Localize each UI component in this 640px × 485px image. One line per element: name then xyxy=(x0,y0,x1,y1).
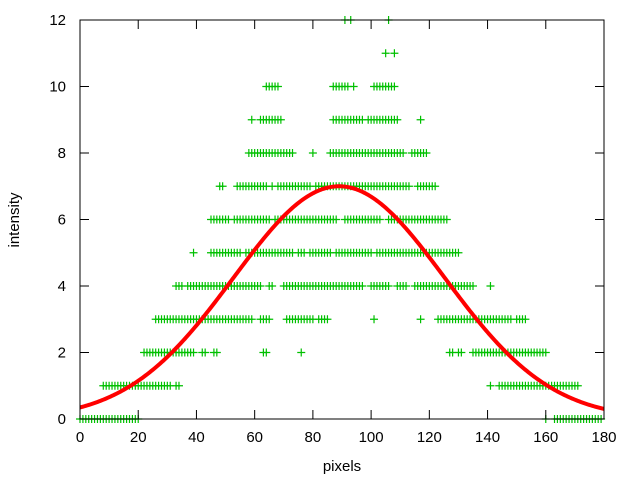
data-point xyxy=(431,182,440,191)
data-point xyxy=(201,348,210,357)
data-point xyxy=(247,315,256,324)
data-point xyxy=(390,82,399,91)
data-point xyxy=(442,215,451,224)
y-tick-label: 10 xyxy=(49,79,66,96)
data-point xyxy=(297,348,306,357)
fit-curve-group xyxy=(79,184,605,411)
y-tick-label: 6 xyxy=(58,212,66,229)
x-tick-label: 140 xyxy=(475,429,500,446)
data-point xyxy=(402,282,411,290)
y-tick-label: 0 xyxy=(58,411,66,428)
x-tick-label: 0 xyxy=(76,429,84,446)
data-point xyxy=(212,348,221,357)
x-tick-label: 160 xyxy=(533,429,558,446)
data-point xyxy=(384,282,393,290)
data-point xyxy=(457,348,466,357)
data-point xyxy=(393,115,402,124)
data-point xyxy=(486,282,495,290)
data-point xyxy=(422,149,431,157)
data-points xyxy=(76,16,606,423)
data-point xyxy=(323,315,332,324)
x-tick-label: 20 xyxy=(130,429,147,446)
x-tick-label: 120 xyxy=(417,429,442,446)
y-tick-label: 4 xyxy=(58,278,66,295)
data-point xyxy=(521,315,530,324)
fit-curve xyxy=(79,184,605,411)
data-point xyxy=(358,282,367,290)
y-tick-label: 2 xyxy=(58,345,66,362)
x-tick-label: 80 xyxy=(305,429,322,446)
x-tick-label: 40 xyxy=(188,429,205,446)
data-point xyxy=(573,381,582,390)
data-point xyxy=(399,149,408,157)
data-point xyxy=(404,182,413,191)
y-axis-label: intensity xyxy=(6,192,23,248)
data-point xyxy=(375,215,384,224)
data-point xyxy=(332,215,341,224)
y-axis: 0 2 4 6 8 10 12 xyxy=(49,12,604,428)
data-point xyxy=(189,348,198,357)
data-point xyxy=(541,348,550,357)
data-point xyxy=(256,282,265,290)
data-point xyxy=(486,381,495,390)
data-point xyxy=(416,115,425,124)
data-point xyxy=(265,315,274,324)
data-point xyxy=(349,82,358,91)
data-point xyxy=(247,115,256,124)
data-point xyxy=(381,49,390,58)
x-axis: 0 20 40 60 80 100 120 140 160 180 xyxy=(76,20,617,446)
data-point xyxy=(454,248,463,257)
data-point xyxy=(268,282,277,290)
data-point xyxy=(469,282,477,290)
y-tick-label: 8 xyxy=(58,145,66,162)
x-tick-label: 100 xyxy=(359,429,384,446)
data-point xyxy=(218,182,227,191)
x-tick-label: 180 xyxy=(591,429,616,446)
data-point xyxy=(174,381,183,390)
data-point xyxy=(276,115,285,124)
x-tick-label: 60 xyxy=(246,429,263,446)
data-point xyxy=(416,315,425,324)
data-point xyxy=(262,348,271,357)
y-tick-label: 12 xyxy=(49,12,66,29)
data-point xyxy=(288,149,297,157)
data-point xyxy=(273,82,282,91)
data-point xyxy=(189,248,198,257)
data-point xyxy=(370,315,379,324)
x-axis-label: pixels xyxy=(323,458,361,475)
data-point xyxy=(390,49,399,58)
data-point xyxy=(308,149,317,157)
